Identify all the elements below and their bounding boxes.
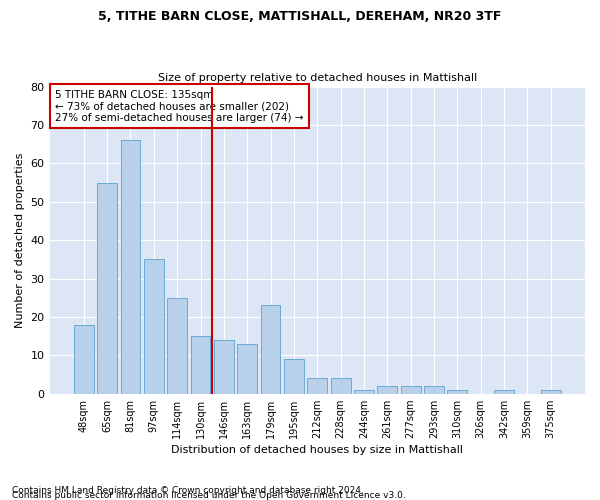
Text: 5, TITHE BARN CLOSE, MATTISHALL, DEREHAM, NR20 3TF: 5, TITHE BARN CLOSE, MATTISHALL, DEREHAM… xyxy=(98,10,502,23)
Bar xyxy=(377,386,397,394)
Bar xyxy=(401,386,421,394)
Bar xyxy=(167,298,187,394)
Text: Contains HM Land Registry data © Crown copyright and database right 2024.: Contains HM Land Registry data © Crown c… xyxy=(12,486,364,495)
Text: 5 TITHE BARN CLOSE: 135sqm
← 73% of detached houses are smaller (202)
27% of sem: 5 TITHE BARN CLOSE: 135sqm ← 73% of deta… xyxy=(55,90,304,123)
Bar xyxy=(284,359,304,394)
Bar xyxy=(331,378,350,394)
Y-axis label: Number of detached properties: Number of detached properties xyxy=(15,152,25,328)
Bar xyxy=(260,306,280,394)
Bar xyxy=(354,390,374,394)
Bar xyxy=(448,390,467,394)
Bar xyxy=(214,340,234,394)
Bar xyxy=(144,260,164,394)
Text: Contains public sector information licensed under the Open Government Licence v3: Contains public sector information licen… xyxy=(12,491,406,500)
Bar xyxy=(494,390,514,394)
Bar xyxy=(541,390,560,394)
Bar xyxy=(238,344,257,394)
Bar xyxy=(121,140,140,394)
Bar xyxy=(191,336,211,394)
Bar xyxy=(97,182,117,394)
Bar xyxy=(307,378,327,394)
Bar xyxy=(74,324,94,394)
X-axis label: Distribution of detached houses by size in Mattishall: Distribution of detached houses by size … xyxy=(171,445,463,455)
Title: Size of property relative to detached houses in Mattishall: Size of property relative to detached ho… xyxy=(158,73,477,83)
Bar xyxy=(424,386,444,394)
